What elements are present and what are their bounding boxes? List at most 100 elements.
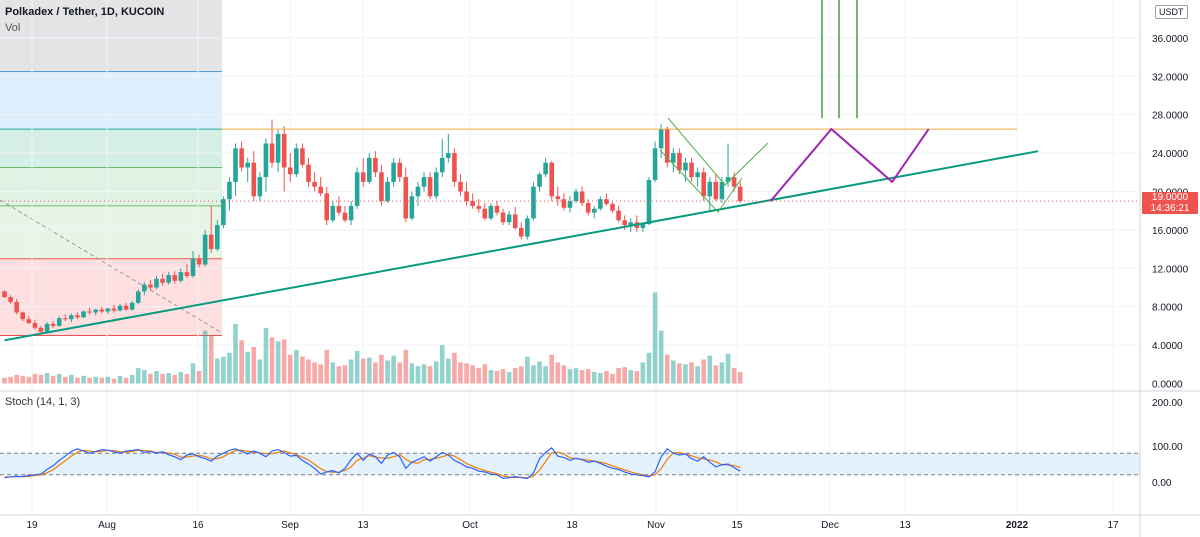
volume-bar (178, 371, 184, 384)
price-tick-label: 8.0000 (1152, 303, 1183, 314)
price-tick-label: 0.0000 (1152, 380, 1183, 391)
stoch-band (0, 453, 1140, 475)
candle-body (415, 186, 421, 197)
candle-body (427, 177, 433, 197)
volume-bar (336, 366, 342, 384)
candle-body (591, 208, 597, 213)
volume-bar (500, 369, 506, 384)
candle-body (117, 305, 123, 311)
candle-body (56, 318, 62, 326)
volume-bar (707, 355, 713, 384)
volume-bar (379, 354, 384, 384)
time-tick-label: 16 (192, 520, 204, 531)
volume-bar (452, 352, 457, 384)
volume-bar (470, 365, 475, 384)
volume-bar (683, 364, 688, 384)
volume-bar (585, 369, 591, 384)
volume-bar (245, 351, 250, 384)
candle-body (470, 201, 475, 206)
volume-bar (111, 378, 117, 384)
candle-body (336, 205, 342, 213)
candle-body (403, 177, 409, 219)
volume-bar (677, 363, 682, 384)
candle-body (701, 172, 706, 197)
candle-body (458, 181, 463, 192)
candle-body (160, 278, 165, 283)
candle-body (713, 181, 719, 200)
volume-bar (269, 337, 275, 384)
symbol-title[interactable]: Polkadex / Tether, 1D, KUCOIN (5, 6, 165, 18)
volume-bar (221, 356, 226, 384)
candle-body (464, 191, 469, 202)
time-tick-label: 15 (731, 520, 743, 531)
candle-body (148, 284, 153, 288)
volume-bar (567, 369, 573, 384)
volume-bar (227, 352, 232, 384)
fib-diagonal (0, 199, 223, 334)
volume-bar (549, 354, 554, 384)
candle-body (689, 162, 694, 178)
volume-bar (117, 375, 123, 384)
volume-bar (360, 358, 366, 384)
volume-bar (251, 347, 257, 384)
volume-bar (75, 377, 80, 384)
candle-body (561, 199, 567, 208)
candle-body (129, 302, 135, 310)
volume-bar (604, 371, 609, 384)
candle-body (725, 177, 731, 182)
volume-bar (354, 350, 360, 384)
candle-body (506, 214, 512, 223)
fib-band-lightgreen (0, 205, 222, 259)
time-tick-label: Sep (281, 520, 299, 531)
volume-bar (561, 365, 567, 384)
volume-bar (689, 362, 694, 384)
candle-body (208, 234, 214, 250)
candle-body (105, 308, 111, 312)
fib-band-teal (0, 129, 222, 168)
candle-body (196, 258, 202, 265)
volume-bar (367, 357, 372, 384)
volume-bar (105, 376, 111, 384)
candle-body (348, 205, 354, 221)
volume-bar (464, 363, 469, 384)
candle-body (646, 179, 652, 225)
volume-bar (622, 367, 627, 384)
fib-band-top (0, 0, 222, 72)
fib-band-red (0, 258, 222, 336)
candle-body (616, 210, 621, 221)
price-tick-label: 24.0000 (1152, 149, 1189, 160)
volume-bar (215, 358, 220, 384)
volume-bar (555, 362, 561, 384)
volume-bar (20, 375, 26, 384)
time-tick-label: 19 (26, 520, 38, 531)
volume-bar (476, 368, 482, 384)
volume-bar (294, 349, 299, 384)
time-tick-label: 17 (1107, 520, 1119, 531)
volume-bar (63, 376, 68, 384)
candle-body (269, 143, 275, 163)
candle-body (330, 205, 336, 221)
price-tick-label: 4.0000 (1152, 341, 1183, 352)
volume-label: Vol (5, 22, 21, 34)
candle-body (452, 153, 457, 182)
volume-bar (32, 373, 38, 384)
currency-badge[interactable]: USDT (1155, 5, 1188, 19)
candle-body (421, 177, 427, 187)
time-tick-label: 18 (566, 520, 578, 531)
time-tick-label: Dec (821, 520, 839, 531)
volume-bar (652, 292, 658, 384)
candle-body (604, 199, 609, 204)
candle-body (184, 272, 190, 276)
candle-body (300, 148, 305, 165)
stochastic-label[interactable]: Stoch (14, 1, 3) (5, 396, 81, 408)
volume-bar (446, 358, 451, 384)
volume-bar (148, 373, 153, 384)
candle-body (695, 172, 700, 178)
volume-bar (525, 356, 530, 384)
volume-bar (385, 360, 390, 384)
candle-body (446, 153, 451, 158)
candle-body (531, 186, 536, 219)
volume-bar (421, 364, 427, 384)
volume-bar (695, 366, 700, 384)
